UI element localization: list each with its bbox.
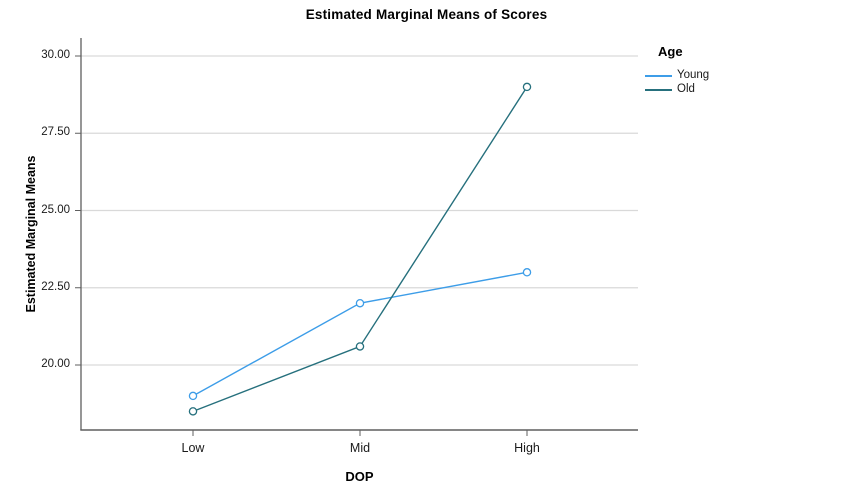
legend-label: Young bbox=[677, 69, 710, 81]
legend-item-young: Young bbox=[645, 69, 709, 82]
data-point-marker-young bbox=[522, 268, 532, 277]
x-tick-label-high: High bbox=[514, 441, 540, 455]
data-point-marker-old bbox=[188, 407, 198, 416]
data-point-marker-old bbox=[522, 82, 532, 92]
y-tick-label: 22.50 bbox=[41, 280, 70, 293]
legend-title: Age bbox=[658, 44, 683, 59]
data-point-marker-old bbox=[355, 342, 365, 351]
chart-title: Estimated Marginal Means of Scores bbox=[305, 7, 548, 22]
data-point-marker-young bbox=[355, 298, 365, 308]
data-point-marker-young bbox=[188, 391, 198, 401]
old-line-swatch-icon bbox=[645, 88, 672, 91]
series-line-old bbox=[192, 86, 528, 413]
young-line-swatch-icon bbox=[645, 74, 672, 77]
y-tick-label: 25.00 bbox=[41, 203, 70, 216]
legend-item-old: Old bbox=[645, 83, 695, 96]
x-tick-label-low: Low bbox=[181, 441, 205, 455]
y-tick-label: 30.00 bbox=[41, 49, 70, 61]
x-tick-label-mid: Mid bbox=[349, 441, 371, 455]
series-line-young bbox=[192, 271, 528, 397]
legend-label: Old bbox=[677, 83, 695, 95]
y-tick-label: 27.50 bbox=[41, 126, 70, 139]
y-tick-label: 20.00 bbox=[41, 358, 70, 370]
x-axis-title: DOP bbox=[345, 469, 374, 484]
